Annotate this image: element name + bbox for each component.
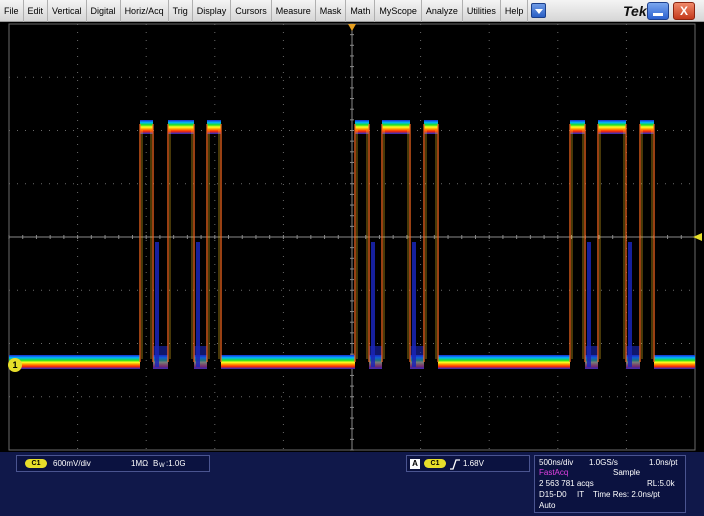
minimize-button[interactable] <box>647 2 669 20</box>
rising-edge-icon <box>450 459 460 470</box>
waveform-pulse-top <box>424 120 438 134</box>
acquisition-mode: FastAcq <box>539 468 569 477</box>
timebase: 500ns/div <box>539 458 574 467</box>
bandwidth-value: :1.0G <box>166 459 186 468</box>
menu-file[interactable]: File <box>0 0 24 22</box>
waveform-pulse-top <box>570 120 585 134</box>
waveform-persistence <box>155 242 159 367</box>
menu-edit[interactable]: Edit <box>24 0 49 22</box>
waveform-pulse-top <box>598 120 626 134</box>
close-button[interactable]: X <box>673 2 695 20</box>
time-resolution: Time Res: 2.0ns/pt <box>593 490 660 499</box>
channel-1-readout[interactable]: C1 600mV/div 1MΩ B W :1.0G <box>16 455 210 472</box>
resolution-per-point: 1.0ns/pt <box>649 458 678 467</box>
channel-1-marker[interactable]: 1 <box>8 358 22 372</box>
acquisition-count: 2 563 781 acqs <box>539 479 594 488</box>
menu-analyze[interactable]: Analyze <box>422 0 463 22</box>
waveform-low-band <box>221 355 355 369</box>
tek-logo: Tek <box>623 3 647 19</box>
waveform-persistence <box>369 346 382 368</box>
trigger-level-marker <box>693 233 702 241</box>
waveform-pulse-top <box>168 120 194 134</box>
record-length: RL:5.0k <box>647 479 675 488</box>
waveform-pulse-top <box>382 120 410 134</box>
sample-label: Sample <box>613 468 641 477</box>
waveform-persistence <box>412 242 416 367</box>
vertical-scale: 600mV/div <box>53 459 91 468</box>
trigger-readout[interactable]: A C1 1.68V <box>406 455 530 472</box>
menu-horiz-acq[interactable]: Horiz/Acq <box>121 0 169 22</box>
waveform-persistence <box>371 242 375 367</box>
menu-dropdown-icon[interactable] <box>531 3 547 18</box>
waveform-low-band <box>654 355 695 369</box>
trigger-mode: Auto <box>539 501 556 510</box>
waveform-persistence <box>587 242 591 367</box>
acquisition-readout[interactable]: 500ns/div 1.0GS/s 1.0ns/pt FastAcq Sampl… <box>534 455 686 513</box>
channel-1-chip: C1 <box>25 459 47 468</box>
waveform-display[interactable]: 1 <box>0 22 704 452</box>
waveform-pulse-top <box>140 120 153 134</box>
menu-myscope[interactable]: MyScope <box>375 0 422 22</box>
waveform-persistence <box>153 346 168 368</box>
waveform-low-band <box>9 355 140 369</box>
waveform-pulse-top <box>355 120 369 134</box>
waveform-pulse-top <box>640 120 654 134</box>
status-bar: C1 600mV/div 1MΩ B W :1.0G A C1 1.68V 50… <box>0 452 704 516</box>
menu-math[interactable]: Math <box>346 0 376 22</box>
menu-bar: File Edit Vertical Digital Horiz/Acq Tri… <box>0 0 704 22</box>
trigger-position-marker <box>348 24 356 31</box>
sample-rate: 1.0GS/s <box>589 458 618 467</box>
menu-display[interactable]: Display <box>193 0 232 22</box>
waveform-persistence <box>585 346 598 368</box>
trigger-level: 1.68V <box>463 459 484 468</box>
waveform-persistence <box>410 346 424 368</box>
bandwidth-b: B <box>153 459 159 468</box>
waveform-low-band <box>438 355 570 369</box>
waveform-persistence <box>196 242 200 367</box>
menu-trig[interactable]: Trig <box>169 0 193 22</box>
menu-digital[interactable]: Digital <box>87 0 121 22</box>
menu-help[interactable]: Help <box>501 0 529 22</box>
menu-mask[interactable]: Mask <box>316 0 347 22</box>
menu-vertical[interactable]: Vertical <box>48 0 87 22</box>
menu-utilities[interactable]: Utilities <box>463 0 501 22</box>
waveform-persistence <box>194 346 207 368</box>
waveform-pulse-top <box>207 120 221 134</box>
menu-cursors[interactable]: Cursors <box>231 0 272 22</box>
digital-channels: D15-D0 <box>539 490 567 499</box>
waveform-persistence <box>628 242 632 367</box>
bandwidth-w: W <box>159 463 165 469</box>
input-impedance: 1MΩ <box>131 459 149 468</box>
waveform-graticule <box>8 23 702 451</box>
interpolation-mode: IT <box>577 490 585 499</box>
menu-measure[interactable]: Measure <box>272 0 316 22</box>
waveform-persistence <box>626 346 640 368</box>
trigger-a-box: A <box>410 459 420 469</box>
trigger-source-chip: C1 <box>424 459 446 468</box>
